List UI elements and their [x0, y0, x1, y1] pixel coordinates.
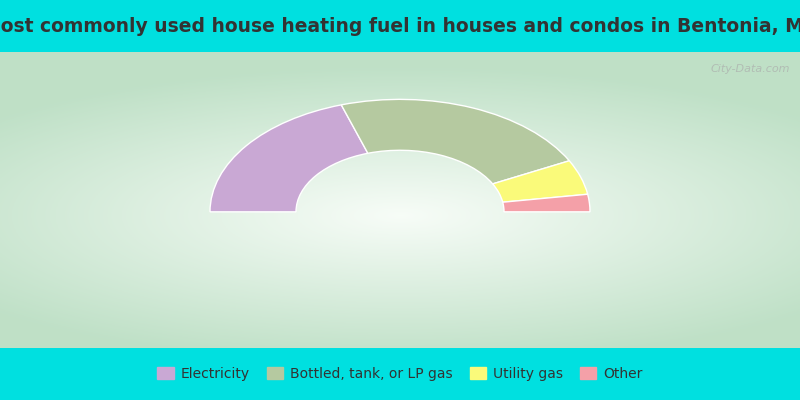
Text: City-Data.com: City-Data.com — [710, 64, 790, 74]
Wedge shape — [502, 194, 590, 212]
Wedge shape — [342, 99, 570, 184]
Legend: Electricity, Bottled, tank, or LP gas, Utility gas, Other: Electricity, Bottled, tank, or LP gas, U… — [150, 360, 650, 388]
Wedge shape — [210, 105, 368, 212]
Text: Most commonly used house heating fuel in houses and condos in Bentonia, MS: Most commonly used house heating fuel in… — [0, 16, 800, 36]
Wedge shape — [493, 161, 588, 202]
